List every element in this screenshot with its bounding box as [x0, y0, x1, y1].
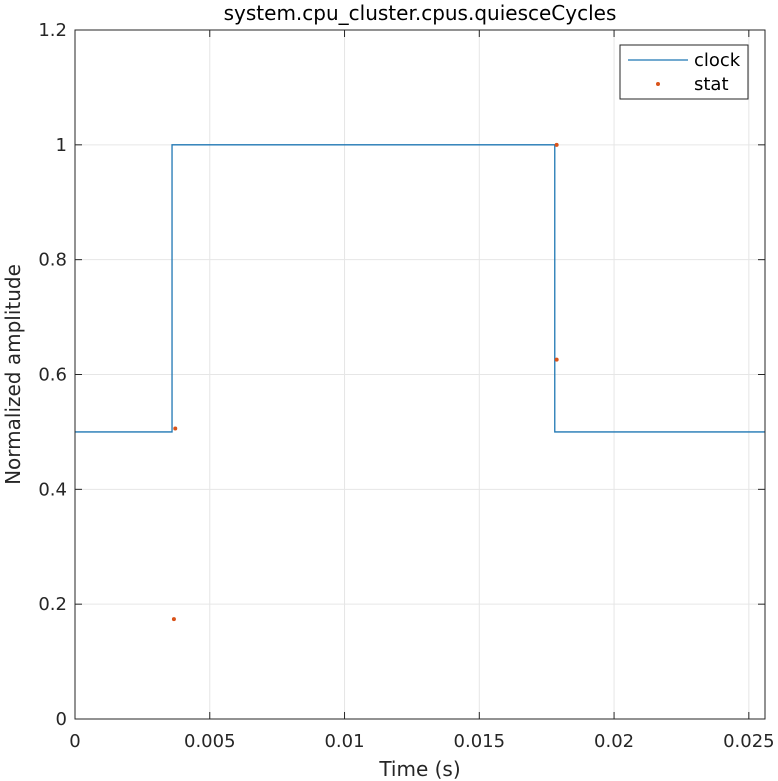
y-tick-label: 0.4 [38, 479, 67, 500]
series-layer [75, 142, 765, 622]
series-point-stat [554, 357, 559, 362]
y-tick-label: 1 [56, 135, 67, 156]
x-tick-label: 0.01 [324, 731, 364, 752]
y-tick-label: 0.8 [38, 250, 67, 271]
y-axis-label: Normalized amplitude [1, 264, 25, 485]
x-axis-label: Time (s) [378, 757, 460, 781]
x-tick-label: 0.02 [594, 731, 634, 752]
y-tick-label: 1.2 [38, 20, 67, 41]
series-point-stat [554, 142, 559, 147]
legend-label-clock: clock [694, 50, 741, 71]
x-tick-label: 0.025 [723, 731, 775, 752]
y-tick-label: 0.6 [38, 365, 67, 386]
y-tick-label: 0.2 [38, 594, 67, 615]
series-point-stat [173, 426, 178, 431]
legend: clock stat [619, 44, 749, 100]
legend-label-stat: stat [694, 74, 729, 95]
series-point-stat [171, 617, 176, 622]
legend-swatch-stat [656, 82, 660, 86]
y-tick-label: 0 [56, 709, 67, 730]
chart-title: system.cpu_cluster.cpus.quiesceCycles [224, 1, 617, 25]
x-tick-label: 0.015 [454, 731, 506, 752]
legend-box [619, 44, 749, 100]
x-tick-label: 0.005 [184, 731, 236, 752]
axis-ticks: 0 0.005 0.01 0.015 0.02 0.025 0 0.2 0.4 0.6 0.8 1 1.… [38, 20, 774, 752]
series-line-clock [75, 144, 765, 433]
x-tick-label: 0 [69, 731, 80, 752]
